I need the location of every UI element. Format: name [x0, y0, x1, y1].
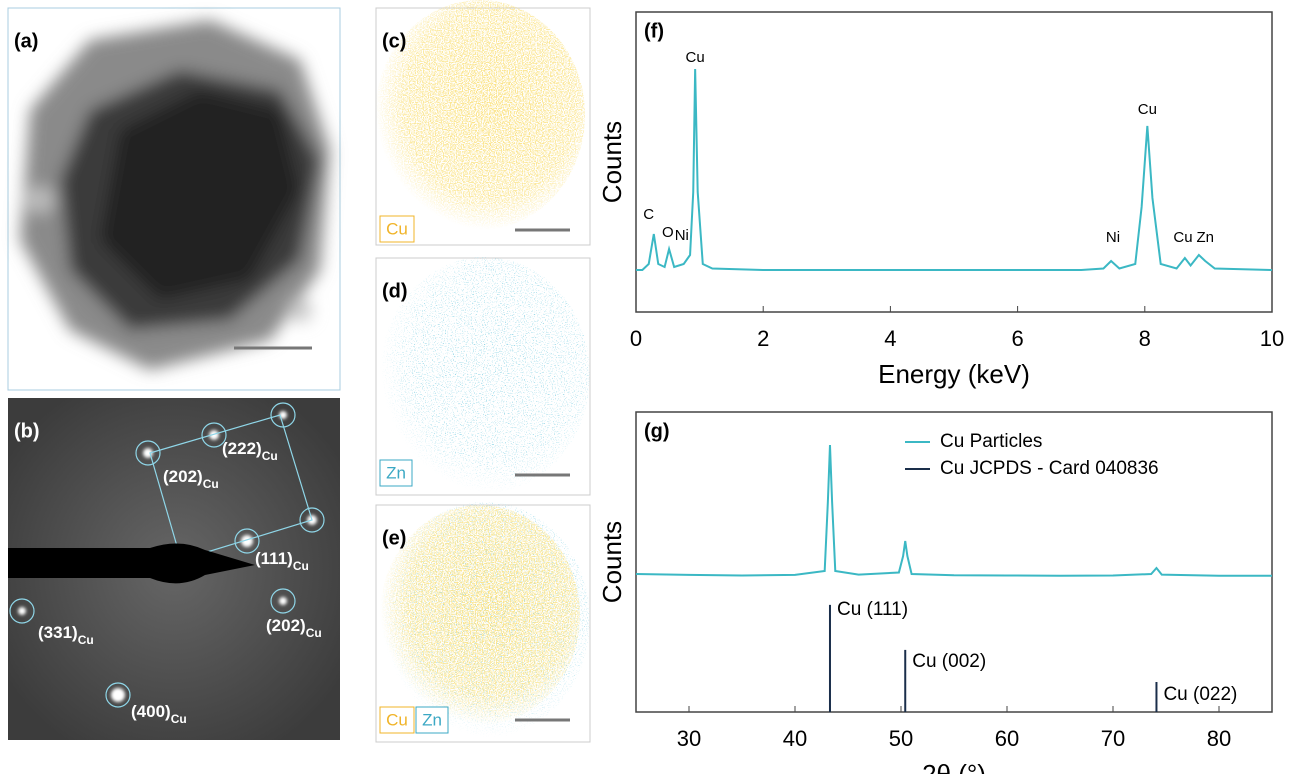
x-tick-label: 70: [1101, 726, 1125, 751]
plot-frame: [635, 11, 1273, 313]
x-tick-label: 40: [783, 726, 807, 751]
x-tick-label: 6: [1011, 326, 1023, 351]
plot-frame: [635, 411, 1273, 713]
y-axis-label: Counts: [597, 121, 627, 203]
panel-label: (g): [644, 420, 670, 442]
panel-e: Cu Zn (e): [375, 502, 591, 743]
zn-map: [380, 257, 590, 493]
element-box: [379, 459, 413, 487]
annotation: Cu (022): [1163, 684, 1237, 705]
panel-label: (e): [382, 527, 406, 549]
panel-b: (b) (202)Cu (222)Cu (111)Cu (331)Cu (202…: [8, 398, 340, 740]
data-line: [635, 444, 1272, 577]
x-axis-label: 2θ (°): [922, 759, 986, 774]
diffraction-spots: [18, 411, 317, 702]
x-tick-label: 4: [884, 326, 896, 351]
spot-label: (202)Cu: [266, 616, 322, 640]
panel-label: (a): [14, 30, 38, 52]
element-box: [379, 706, 415, 734]
element-box: [415, 706, 449, 734]
spot-circles: [9, 402, 325, 708]
element-label: Zn: [422, 710, 442, 729]
x-tick-label: 50: [889, 726, 913, 751]
spot-label: (111)Cu: [255, 549, 309, 573]
x-tick-label: 60: [995, 726, 1019, 751]
spot-sub: Cu: [262, 449, 278, 463]
annotation: Zn: [1196, 229, 1214, 246]
y-axis-label: Counts: [597, 521, 627, 603]
annotation: Ni: [675, 227, 689, 244]
panel-label: (d): [382, 280, 408, 302]
annotation: O: [662, 224, 674, 241]
data-line: [636, 68, 1273, 271]
x-tick-label: 2: [757, 326, 769, 351]
spot-sub: Cu: [293, 559, 309, 573]
spot-index: (331): [38, 623, 78, 642]
x-axis-label: Energy (keV): [878, 359, 1030, 389]
element-box: [379, 215, 415, 243]
legend-label: Cu JCPDS - Card 040836: [940, 458, 1159, 479]
spot-sub: Cu: [78, 633, 94, 647]
spot-index: (400): [131, 702, 171, 721]
spot-index: (202): [266, 616, 306, 635]
annotation: Cu (111): [837, 599, 908, 620]
beam-stopper: [8, 543, 255, 584]
element-label: Cu: [386, 219, 408, 238]
element-label: Zn: [386, 463, 406, 482]
panel-label: (f): [644, 20, 664, 42]
annotation: Cu: [1138, 101, 1157, 118]
x-tick-label: 10: [1260, 326, 1284, 351]
x-tick-label: 30: [677, 726, 701, 751]
cu-map: [380, 505, 580, 725]
spot-index: (222): [222, 439, 262, 458]
spot-label: (222)Cu: [222, 439, 278, 463]
spot-label: (331)Cu: [38, 623, 94, 647]
annotation: Ni: [1106, 229, 1120, 246]
spot-label: (202)Cu: [163, 467, 219, 491]
annotation: Cu: [1173, 229, 1192, 246]
spot-index: (111): [255, 549, 293, 568]
x-tick-label: 80: [1207, 726, 1231, 751]
x-tick-label: 0: [630, 326, 642, 351]
annotation: C: [643, 206, 654, 223]
tem-image: [20, 20, 330, 370]
annotation: Cu: [686, 49, 705, 66]
x-tick-label: 8: [1139, 326, 1151, 351]
panel-c: Cu (c): [375, 0, 591, 246]
spot-sub: Cu: [203, 477, 219, 491]
spot-label: (400)Cu: [131, 702, 187, 726]
panel-a: (a): [7, 7, 341, 391]
element-label: Cu: [386, 710, 408, 729]
spot-index: (202): [163, 467, 203, 486]
legend-label: Cu Particles: [940, 431, 1042, 452]
cu-map: [375, 0, 585, 230]
spot-sub: Cu: [171, 712, 187, 726]
panel-label: (b): [14, 420, 40, 442]
annotation: Cu (002): [912, 651, 986, 672]
spot-sub: Cu: [306, 626, 322, 640]
panel-d: Zn (d): [375, 257, 591, 496]
panel-label: (c): [382, 30, 406, 52]
